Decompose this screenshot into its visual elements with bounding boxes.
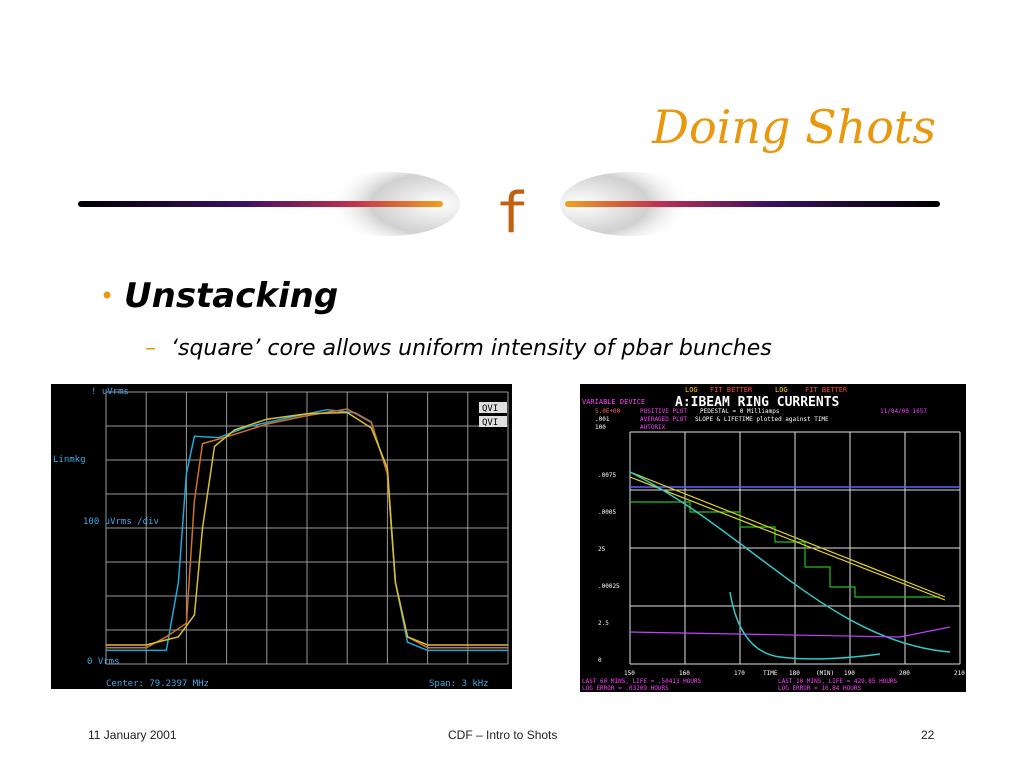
- ibeam-positive-plot: POSITIVE PLOT: [640, 408, 687, 415]
- title-divider: f: [78, 172, 940, 240]
- spectrum-marker-2: QVI: [482, 418, 498, 428]
- spectrum-span: Span: 3 kHz: [429, 679, 489, 689]
- spectrum-label-top: ! uVrms: [91, 387, 129, 397]
- ibeam-x-tick: 200: [899, 670, 910, 677]
- ibeam-y-tick: 0: [598, 657, 602, 664]
- ibeam-y-tick: 25: [598, 546, 606, 553]
- ibeam-series-cyan-curve: [729, 591, 881, 660]
- spectrum-center-freq: Center: 79.2397 MHz: [106, 679, 209, 689]
- footer-date: 11 January 2001: [88, 728, 177, 742]
- spectrum-svg: ! uVrms Linmkg 100 uVrms /div 0 Vrms Cen…: [53, 387, 509, 689]
- footer-title: CDF – Intro to Shots: [448, 728, 558, 742]
- divider-line-right: [565, 201, 940, 207]
- ibeam-log-1: LOG: [685, 386, 698, 394]
- ibeam-y-tick: .0075: [598, 472, 616, 479]
- ibeam-grid: [629, 431, 961, 665]
- ibeam-title: A:IBEAM RING CURRENTS: [675, 395, 840, 410]
- spectrum-series: [106, 408, 508, 652]
- sub-bullet-item: – ‘square’ core allows uniform intensity…: [145, 336, 772, 361]
- ibeam-y-tick: 2.5: [598, 620, 609, 627]
- slide-title: Doing Shots: [652, 100, 936, 154]
- spectrum-label-scale: Linmkg: [53, 455, 86, 465]
- ibeam-val-2: .001: [595, 416, 610, 423]
- ibeam-slope-line: SLOPE & LIFETIME plotted against TIME: [695, 416, 829, 423]
- spectrum-series-line: [106, 408, 508, 649]
- page-number: 22: [921, 728, 935, 742]
- spectrum-marker-1: QVI: [482, 404, 498, 414]
- ibeam-val-1: 5.0E+00: [595, 408, 621, 415]
- ibeam-pedestal: PEDESTAL = 0 Milliamps: [700, 408, 780, 415]
- ibeam-x-unit: (MIN): [816, 670, 834, 677]
- ibeam-y-ticks: .0075 .0005 25 .00025 2.5 0: [598, 472, 620, 664]
- ibeam-x-tick: 150: [624, 670, 635, 677]
- ibeam-footer-left: LAST 60 MINS, LIFE = .50413 HOURS: [582, 678, 702, 685]
- ibeam-y-tick: .0005: [598, 509, 616, 516]
- spectrum-grid: [105, 391, 509, 665]
- divider-line-left: [78, 201, 443, 207]
- spectrum-label-zero: 0 Vrms: [87, 657, 120, 667]
- ibeam-footer-left-2: LOG ERROR = .03209 HOURS: [582, 685, 669, 692]
- sub-bullet-marker: –: [145, 336, 156, 361]
- ibeam-date: 11/04/00 1657: [880, 408, 927, 415]
- ibeam-x-tick: 210: [954, 670, 965, 677]
- ibeam-footer-right-2: LOG ERROR = 10.84 HOURS: [778, 685, 861, 692]
- bullet-item: • Unstacking: [100, 276, 338, 316]
- ibeam-log-2: LOG: [775, 386, 788, 394]
- ibeam-svg: LOG FIT BETTER LOG FIT BETTER VARIABLE D…: [582, 386, 965, 692]
- ibeam-x-tick: 190: [844, 670, 855, 677]
- ibeam-fit-2: FIT BETTER: [805, 386, 848, 394]
- ibeam-x-axis-label: TIME: [763, 670, 778, 677]
- ibeam-variable-device: VARIABLE DEVICE: [582, 398, 645, 406]
- ibeam-series: [629, 471, 960, 660]
- spectrum-label-div: 100 uVrms /div: [83, 517, 159, 527]
- ibeam-autorix: AUTORIX: [640, 424, 666, 431]
- ibeam-x-tick: 180: [789, 670, 800, 677]
- ibeam-series-purple: [629, 626, 951, 638]
- ibeam-averaged-plot: AVERAGED PLOT: [640, 416, 687, 423]
- ibeam-fit-1: FIT BETTER: [710, 386, 753, 394]
- sub-bullet-text: ‘square’ core allows uniform intensity o…: [171, 336, 772, 361]
- ibeam-x-tick: 160: [679, 670, 690, 677]
- spectrum-analyzer-plot: ! uVrms Linmkg 100 uVrms /div 0 Vrms Cen…: [51, 384, 512, 689]
- ibeam-series-cyan-decay: [629, 471, 951, 653]
- spectrum-series-line: [106, 411, 508, 646]
- ibeam-x-tick: 170: [734, 670, 745, 677]
- ibeam-footer-right: LAST 10 MINS, LIFE = 429.85 HOURS: [778, 678, 898, 685]
- ibeam-series-yellow-1: [629, 471, 946, 598]
- bullet-text: Unstacking: [124, 276, 339, 316]
- ibeam-x-ticks: 150 160 170 180 190 200 210: [624, 670, 965, 677]
- ibeam-series-yellow-2: [629, 476, 946, 601]
- ibeam-ring-currents-plot: LOG FIT BETTER LOG FIT BETTER VARIABLE D…: [580, 384, 966, 692]
- bullet-marker: •: [100, 282, 115, 310]
- ibeam-y-tick: .00025: [598, 583, 620, 590]
- spectrum-marker-box-1: [479, 402, 507, 413]
- ibeam-series-green: [630, 501, 940, 598]
- ibeam-val-3: 100: [595, 424, 606, 431]
- divider-glyph: f: [495, 181, 529, 240]
- spectrum-marker-box-2: [479, 416, 507, 427]
